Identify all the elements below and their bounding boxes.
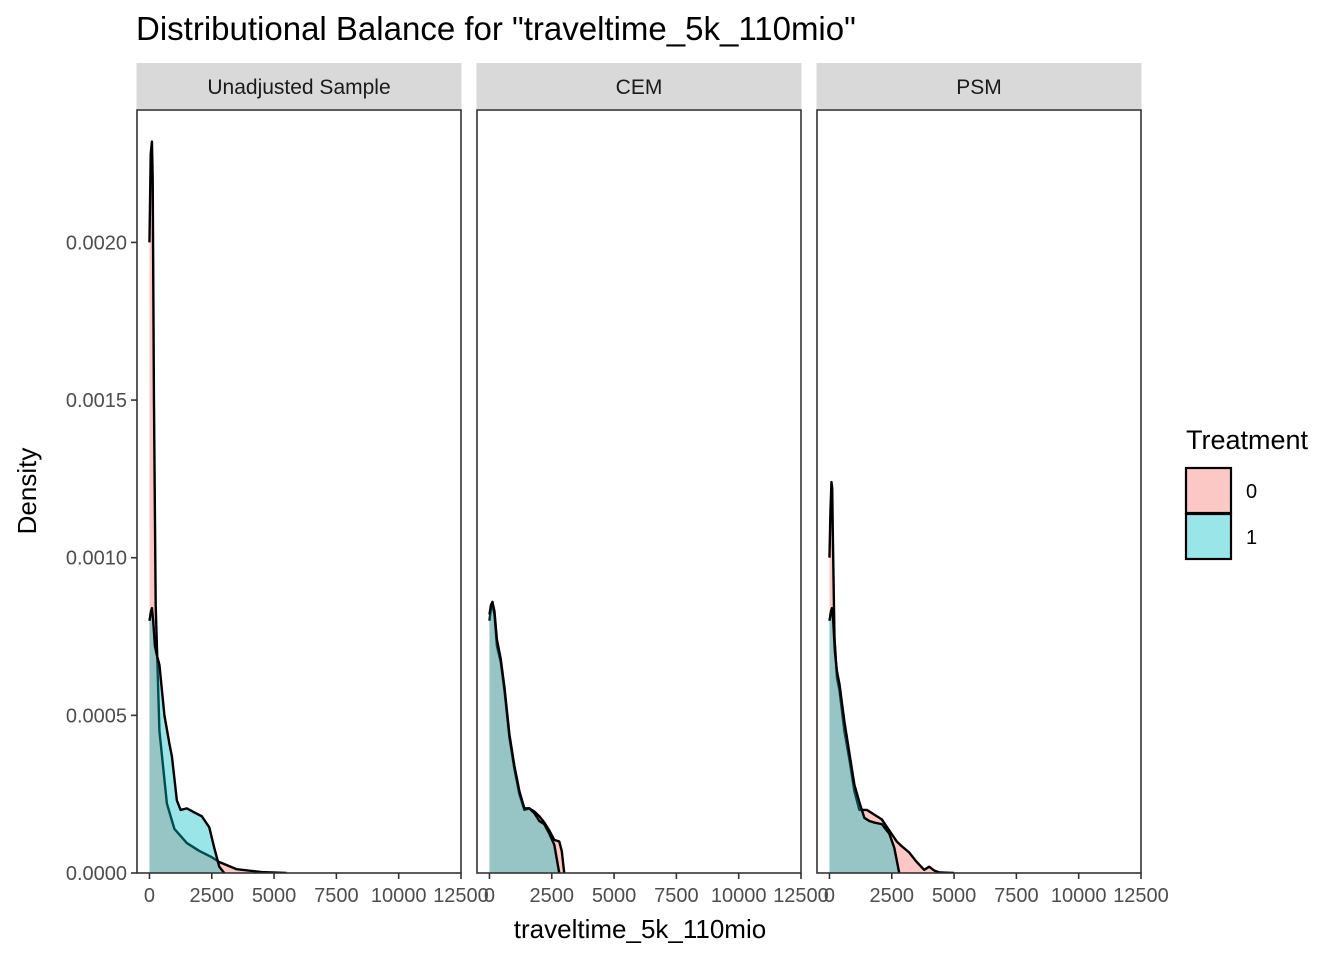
density-area-treatment-0: [489, 605, 565, 873]
x-tick-label: 0: [824, 885, 835, 907]
x-tick-label: 5000: [252, 885, 297, 907]
facet-panel-0: Unadjusted Sample 0 2500 5000 7500 10000 12500: [136, 63, 489, 907]
y-tick-label: 0.0005: [66, 705, 127, 727]
facet-strip-bg: [816, 63, 1142, 109]
density-area-treatment-0: [829, 482, 955, 873]
x-tick-label: 10000: [371, 885, 427, 907]
y-axis-title: Density: [12, 448, 42, 535]
x-tick-label: 2500: [870, 885, 915, 907]
legend-label-1: 1: [1246, 527, 1257, 549]
density-layer: [488, 600, 566, 873]
x-tick-label: 5000: [592, 885, 637, 907]
density-area-treatment-1: [489, 601, 560, 873]
facet-strip-label: CEM: [616, 76, 663, 99]
chart-title: Distributional Balance for "traveltime_5…: [136, 10, 856, 47]
density-layer: [828, 480, 955, 873]
x-tick-label: 5000: [932, 885, 977, 907]
facet-panels: Unadjusted Sample 0 2500 5000 7500 10000 12500…: [136, 63, 1169, 907]
legend-label-0: 0: [1246, 481, 1257, 503]
x-tick-label: 12500: [433, 885, 489, 907]
facet-strip-bg: [476, 63, 802, 109]
x-tick-label: 0: [484, 885, 495, 907]
panel-border: [816, 109, 1142, 874]
density-layer: [148, 140, 287, 873]
x-tick-label: 12500: [1113, 885, 1169, 907]
x-tick-label: 10000: [1051, 885, 1107, 907]
density-area-treatment-1: [829, 608, 900, 873]
legend-title: Treatment: [1186, 425, 1309, 455]
density-line-treatment-0: [148, 140, 287, 873]
facet-strip-bg: [136, 63, 462, 109]
facet-strip-label: PSM: [956, 76, 1002, 99]
density-line-treatment-1: [488, 600, 561, 873]
density-line-treatment-0: [828, 480, 955, 873]
x-tick-label: 0: [144, 885, 155, 907]
x-tick-label: 7500: [654, 885, 699, 907]
y-tick-label: 0.0020: [66, 232, 127, 254]
density-area-treatment-1: [149, 608, 225, 873]
facet-panel-1: CEM 0 2500 5000 7500 10000 12500: [476, 63, 829, 907]
x-tick-label: 2500: [190, 885, 235, 907]
y-axis: 0.0000 0.0005 0.0010 0.0015 0.0020: [66, 232, 137, 885]
x-tick-label: 7500: [994, 885, 1039, 907]
legend-key-1: [1184, 512, 1233, 561]
legend-key-0: [1184, 466, 1233, 515]
density-line-treatment-1: [148, 606, 226, 873]
density-line-treatment-1: [828, 606, 901, 873]
panel-border: [476, 109, 802, 874]
facet-strip-label: Unadjusted Sample: [207, 76, 390, 99]
legend: Treatment 0 1: [1184, 425, 1309, 561]
x-axis-title: traveltime_5k_110mio: [514, 914, 766, 944]
x-tick-label: 7500: [314, 885, 359, 907]
facet-panel-2: PSM 0 2500 5000 7500 10000 12500: [816, 63, 1169, 907]
panel-border: [136, 109, 462, 874]
y-tick-label: 0.0000: [66, 863, 127, 885]
density-area-treatment-0: [149, 141, 287, 873]
x-tick-label: 12500: [773, 885, 829, 907]
y-tick-label: 0.0015: [66, 390, 127, 412]
x-tick-label: 2500: [530, 885, 575, 907]
x-tick-label: 10000: [711, 885, 767, 907]
y-tick-label: 0.0010: [66, 548, 127, 570]
